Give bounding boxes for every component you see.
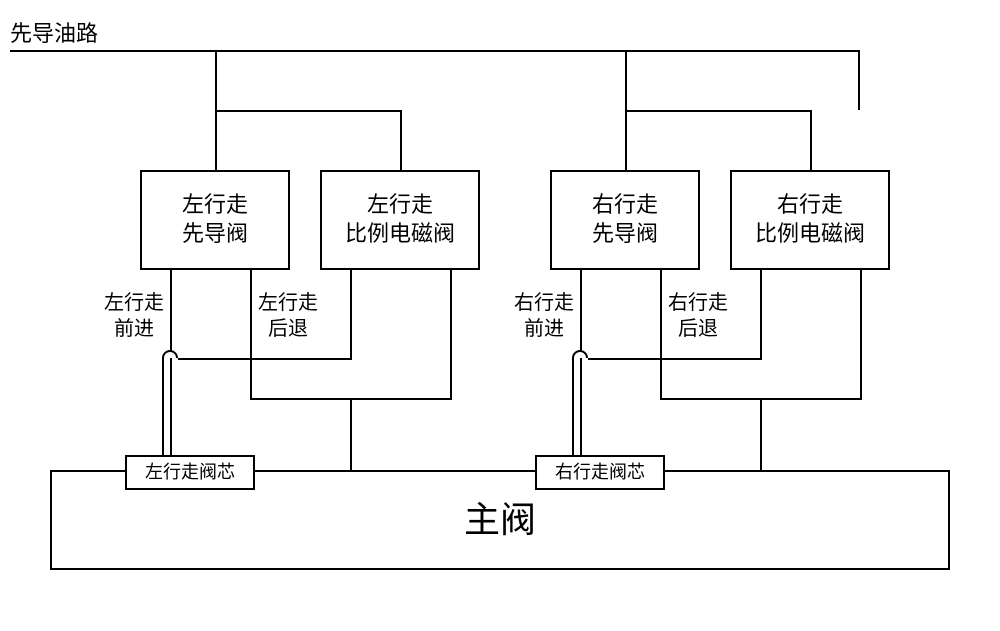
crossover-arc xyxy=(572,350,588,358)
text: 左行走阀芯 xyxy=(145,461,235,484)
text: 右行走 xyxy=(514,292,574,314)
text: 后退 xyxy=(678,318,718,340)
text: 左行走 xyxy=(367,191,433,220)
diagram-title: 先导油路 xyxy=(10,20,98,49)
line xyxy=(660,270,662,400)
right-spool-box: 右行走阀芯 xyxy=(535,455,665,490)
line xyxy=(215,50,217,110)
label-left-backward: 左行走 后退 xyxy=(254,290,322,342)
text: 右行走 xyxy=(668,292,728,314)
label-right-backward: 右行走 后退 xyxy=(664,290,732,342)
label-left-forward: 左行走 前进 xyxy=(100,290,168,342)
left-proportional-valve-box: 左行走 比例电磁阀 xyxy=(320,170,480,270)
line xyxy=(350,398,452,400)
line xyxy=(760,270,762,360)
right-pilot-valve-box: 右行走 先导阀 xyxy=(550,170,700,270)
text: 前进 xyxy=(524,318,564,340)
line xyxy=(170,270,172,470)
label-right-forward: 右行走 前进 xyxy=(510,290,578,342)
text: 左行走 xyxy=(182,191,248,220)
text: 右行走阀芯 xyxy=(555,461,645,484)
line xyxy=(178,358,352,360)
line xyxy=(450,270,452,400)
text: 右行走 xyxy=(777,191,843,220)
line xyxy=(350,270,352,360)
line xyxy=(588,358,762,360)
text: 主阀 xyxy=(464,497,536,544)
crossover-arc xyxy=(162,350,178,358)
line xyxy=(810,110,812,170)
text: 先导阀 xyxy=(592,220,658,249)
left-spool-box: 左行走阀芯 xyxy=(125,455,255,490)
line xyxy=(858,50,860,110)
line xyxy=(625,110,627,170)
text: 后退 xyxy=(268,318,308,340)
line xyxy=(400,110,402,170)
line xyxy=(215,110,217,170)
line xyxy=(250,270,252,400)
text: 前进 xyxy=(114,318,154,340)
text: 左行走 xyxy=(258,292,318,314)
line xyxy=(660,398,760,400)
right-proportional-valve-box: 右行走 比例电磁阀 xyxy=(730,170,890,270)
line xyxy=(760,398,862,400)
line xyxy=(625,50,627,110)
line xyxy=(580,270,582,470)
line xyxy=(215,110,402,112)
text: 先导阀 xyxy=(182,220,248,249)
main-line xyxy=(10,50,860,52)
left-pilot-valve-box: 左行走 先导阀 xyxy=(140,170,290,270)
line xyxy=(162,358,164,470)
line xyxy=(250,398,350,400)
text: 左行走 xyxy=(104,292,164,314)
text: 比例电磁阀 xyxy=(345,220,455,249)
line xyxy=(760,398,762,470)
line xyxy=(860,270,862,400)
line xyxy=(350,398,352,470)
text: 比例电磁阀 xyxy=(755,220,865,249)
text: 右行走 xyxy=(592,191,658,220)
line xyxy=(625,110,812,112)
line xyxy=(572,358,574,470)
